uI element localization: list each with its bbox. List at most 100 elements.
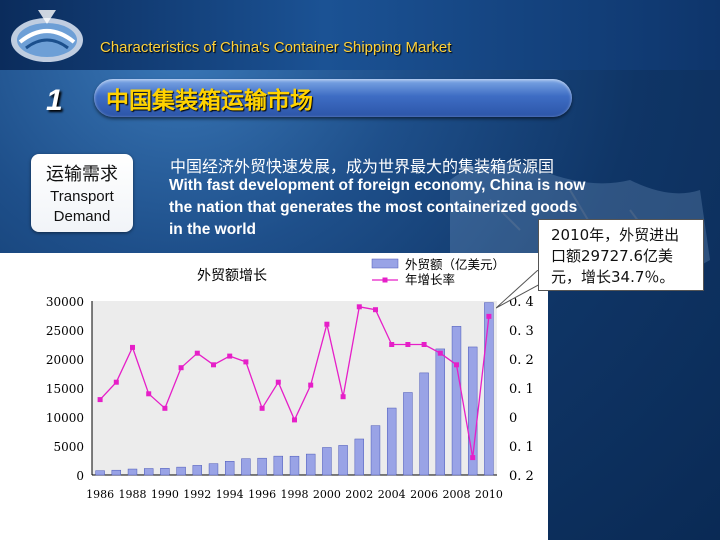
growth-rate-point bbox=[227, 353, 233, 359]
growth-rate-point bbox=[470, 455, 476, 461]
trade-bar bbox=[95, 470, 105, 476]
legend-line-label: 年增长率 bbox=[405, 272, 455, 287]
growth-rate-point bbox=[243, 359, 249, 365]
growth-rate-point bbox=[405, 342, 411, 347]
legend-line-marker bbox=[382, 277, 388, 283]
x-tick-label: 1986 bbox=[86, 488, 114, 501]
trade-bar bbox=[192, 465, 203, 476]
trade-bar bbox=[257, 457, 267, 476]
trade-bar bbox=[354, 438, 365, 476]
x-tick-label: 1990 bbox=[151, 488, 179, 501]
trade-bar bbox=[224, 461, 235, 476]
trade-bar bbox=[289, 455, 300, 476]
y-left-tick-label: 20000 bbox=[46, 353, 84, 367]
trade-bar bbox=[451, 326, 462, 476]
sidebar-en-label-1: Transport bbox=[50, 188, 114, 205]
y-left-tick-label: 15000 bbox=[46, 382, 84, 396]
growth-rate-point bbox=[324, 321, 330, 327]
trade-bar bbox=[403, 392, 413, 476]
trade-bar bbox=[322, 447, 332, 476]
shipping-logo-icon bbox=[11, 10, 83, 62]
body-cn-text: 中国经济外贸快速发展，成为世界最大的集装箱货源国 bbox=[170, 157, 555, 176]
trade-bar bbox=[143, 468, 154, 476]
section-title: 中国集装箱运输市场 bbox=[106, 88, 313, 114]
x-tick-label: 1992 bbox=[183, 488, 211, 501]
growth-rate-point bbox=[259, 405, 265, 411]
plot-area bbox=[92, 301, 497, 475]
trade-bar bbox=[419, 372, 429, 476]
growth-rate-point bbox=[421, 342, 427, 347]
trade-bar bbox=[111, 469, 122, 476]
y-left-tick-label: 0 bbox=[76, 469, 84, 483]
growth-rate-point bbox=[454, 362, 459, 368]
growth-rate-point bbox=[292, 417, 297, 423]
growth-rate-point bbox=[340, 394, 346, 400]
x-tick-label: 2006 bbox=[410, 488, 438, 501]
x-tick-label: 1988 bbox=[119, 488, 147, 501]
growth-rate-point bbox=[275, 379, 281, 385]
trade-bar bbox=[484, 302, 494, 476]
trade-chart: 0 5000 10000 15000 20000 25000 30000 0. 2 0. 1 0 0… bbox=[46, 257, 534, 501]
growth-rate-point bbox=[373, 307, 378, 313]
callout-line-3: 元，增长34.7％。 bbox=[551, 268, 675, 286]
y-right-tick-label: 0. 3 bbox=[509, 324, 534, 339]
body-en-line-1: With fast development of foreign economy… bbox=[169, 177, 586, 194]
growth-rate-point bbox=[308, 382, 314, 388]
x-tick-label: 1996 bbox=[248, 488, 276, 501]
growth-rate-point bbox=[146, 391, 152, 397]
x-tick-label: 2010 bbox=[475, 488, 503, 501]
legend-bar-label: 外贸额（亿美元） bbox=[405, 257, 505, 272]
callout-line-2: 口额29727.6亿美 bbox=[551, 247, 674, 265]
sidebar-en-label-2: Demand bbox=[53, 208, 111, 225]
callout-box: 2010年，外贸进出 口额29727.6亿美 元，增长34.7％。 bbox=[538, 219, 704, 291]
callout-line-1: 2010年，外贸进出 bbox=[551, 226, 680, 244]
body-en-line-2: the nation that generates the most conta… bbox=[169, 199, 578, 216]
section-number: 1 bbox=[46, 84, 63, 117]
y-right-tick-label: 0. 4 bbox=[509, 295, 534, 310]
x-tick-label: 2004 bbox=[378, 488, 406, 501]
trade-bar bbox=[127, 468, 138, 476]
trade-bar bbox=[370, 425, 381, 476]
growth-rate-point bbox=[113, 379, 119, 385]
y-left-tick-label: 25000 bbox=[46, 324, 84, 338]
trade-bar bbox=[338, 445, 348, 476]
y-right-tick-label: 0 bbox=[509, 411, 517, 426]
x-tick-label: 2002 bbox=[345, 488, 373, 501]
growth-rate-point bbox=[130, 344, 135, 350]
trade-bar bbox=[273, 455, 284, 476]
y-right-tick-label: 0. 2 bbox=[509, 353, 534, 368]
x-tick-label: 2000 bbox=[313, 488, 341, 501]
trade-bar bbox=[208, 463, 219, 476]
y-left-tick-label: 10000 bbox=[46, 411, 84, 425]
y-left-tick-label: 5000 bbox=[53, 440, 84, 454]
chart-title: 外贸额增长 bbox=[197, 268, 267, 284]
y-right-tick-label: 0. 2 bbox=[509, 469, 534, 484]
growth-rate-point bbox=[389, 342, 395, 347]
growth-rate-point bbox=[162, 405, 168, 411]
title-bar: 中国集装箱运输市场 bbox=[94, 79, 572, 117]
y-right-tick-label: 0. 1 bbox=[509, 382, 534, 397]
y-left-tick-label: 30000 bbox=[46, 295, 84, 309]
growth-rate-point bbox=[211, 362, 216, 368]
trade-bar bbox=[160, 468, 170, 476]
growth-rate-point bbox=[97, 397, 103, 403]
trade-bar bbox=[241, 458, 251, 476]
trade-bar bbox=[435, 348, 446, 476]
x-tick-label: 2008 bbox=[443, 488, 471, 501]
trade-bar bbox=[176, 466, 186, 476]
header-text: Characteristics of China's Container Shi… bbox=[100, 39, 452, 56]
growth-rate-point bbox=[356, 304, 362, 310]
sidebar-cn-label: 运输需求 bbox=[46, 164, 118, 185]
growth-rate-point bbox=[194, 350, 200, 356]
body-en-line-3: in the world bbox=[169, 221, 256, 238]
legend-bar-swatch bbox=[371, 258, 399, 269]
growth-rate-point bbox=[178, 365, 184, 371]
y-right-tick-label: 0. 1 bbox=[509, 440, 534, 455]
header-band bbox=[0, 0, 720, 70]
x-tick-label: 1994 bbox=[216, 488, 244, 501]
trade-bar bbox=[467, 346, 478, 476]
growth-rate-point bbox=[486, 313, 492, 319]
trade-bar bbox=[305, 453, 316, 476]
growth-rate-point bbox=[437, 350, 443, 356]
